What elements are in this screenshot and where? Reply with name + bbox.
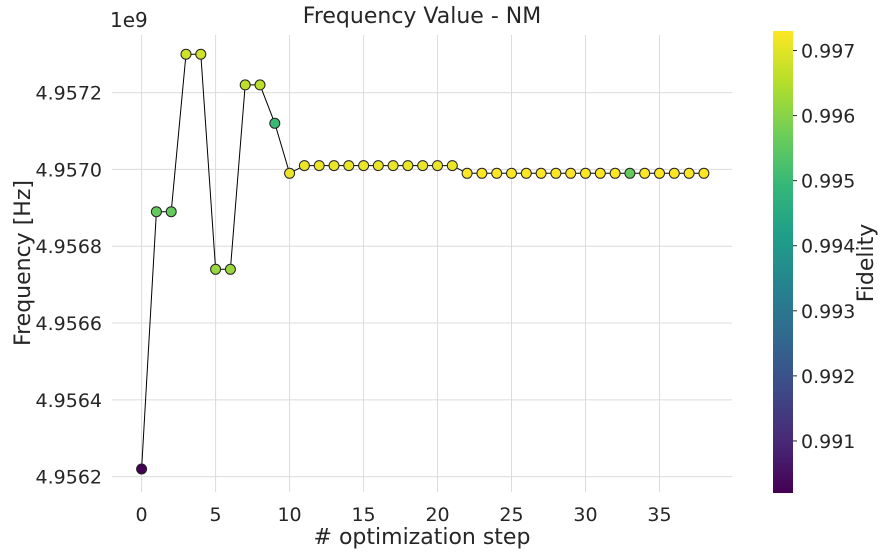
x-tick-label: 10 (277, 504, 301, 526)
colorbar-ticks: 0.991 0.992 0.993 0.994 0.995 0.996 0.997 (793, 41, 855, 453)
x-tick-label: 25 (499, 504, 523, 526)
data-point (358, 160, 370, 172)
data-point (298, 160, 310, 172)
data-point (594, 167, 606, 179)
data-point (313, 160, 325, 172)
colorbar-tick-label: 0.996 (801, 106, 855, 128)
x-tick-label: 30 (573, 504, 597, 526)
data-point (136, 463, 148, 475)
data-point (180, 48, 192, 60)
data-point (417, 160, 429, 172)
data-point (506, 167, 517, 179)
colorbar-tick-label: 0.993 (801, 301, 855, 323)
data-points (136, 48, 710, 475)
y-tick-label: 4.9562 (36, 467, 102, 489)
data-point (683, 167, 695, 179)
y-tick-label: 4.9568 (36, 236, 102, 258)
data-point (535, 167, 547, 179)
data-point (328, 160, 340, 172)
plot-area (112, 35, 732, 492)
x-tick-label: 0 (136, 504, 148, 526)
data-point (269, 117, 281, 129)
data-point (432, 160, 443, 172)
data-point (580, 167, 591, 179)
data-point (654, 167, 665, 179)
x-tick-label: 15 (351, 504, 375, 526)
data-point (668, 167, 680, 179)
grid-lines (112, 35, 732, 492)
chart-title: Frequency Value - NM (303, 4, 541, 29)
y-tick-label: 4.9564 (36, 390, 102, 412)
colorbar-tick-label: 0.994 (801, 236, 855, 258)
data-point (284, 167, 296, 179)
x-tick-label: 20 (425, 504, 449, 526)
data-point (624, 167, 636, 179)
data-point (520, 167, 532, 179)
data-point (343, 160, 355, 172)
x-axis-label: # optimization step (314, 525, 531, 550)
data-point (491, 167, 503, 179)
y-tick-label: 4.9572 (36, 83, 102, 105)
data-point (461, 167, 473, 179)
x-tick-label: 5 (210, 504, 222, 526)
data-point (446, 160, 458, 172)
data-point (550, 167, 562, 179)
data-point (195, 48, 207, 60)
y-tick-label: 4.9566 (36, 313, 102, 335)
y-offset-label: 1e9 (110, 8, 148, 32)
data-point (165, 206, 177, 218)
data-point (150, 206, 162, 218)
data-point (372, 160, 384, 172)
data-point (609, 167, 621, 179)
data-point (224, 263, 236, 275)
colorbar-tick-label: 0.997 (801, 41, 855, 63)
y-axis-label: Frequency [Hz] (11, 180, 36, 346)
x-axis-ticks: 0 5 10 15 20 25 30 35 (136, 504, 672, 526)
data-point (254, 79, 266, 91)
colorbar (773, 31, 793, 493)
data-point (402, 160, 414, 172)
data-point (565, 167, 577, 179)
colorbar-tick-label: 0.991 (801, 431, 855, 453)
data-point (210, 263, 222, 275)
colorbar-tick-label: 0.995 (801, 171, 855, 193)
x-tick-label: 35 (647, 504, 671, 526)
colorbar-tick-label: 0.992 (801, 366, 855, 388)
data-point (698, 167, 710, 179)
data-point (387, 160, 399, 172)
data-point (239, 79, 251, 91)
data-point (639, 167, 651, 179)
y-tick-label: 4.9570 (36, 159, 102, 181)
y-axis-ticks: 4.9562 4.9564 4.9566 4.9568 4.9570 4.9572 (36, 83, 102, 489)
colorbar-label: Fidelity (854, 224, 879, 303)
data-point (476, 167, 488, 179)
